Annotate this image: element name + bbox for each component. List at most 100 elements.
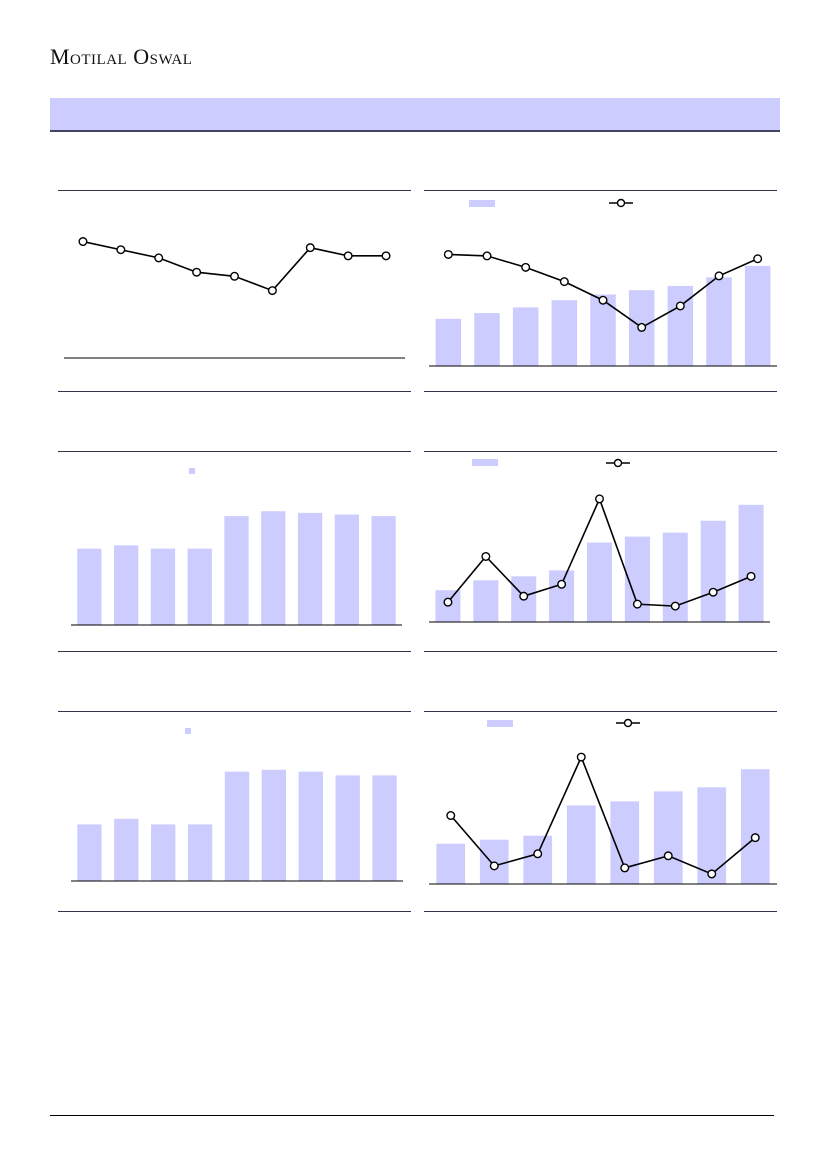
point-4 xyxy=(557,579,567,589)
point-2 xyxy=(482,251,492,261)
point-7 xyxy=(305,243,315,253)
bar-5 xyxy=(224,516,249,625)
legend-bar-swatch xyxy=(487,720,513,727)
chart-5-bottom-rule xyxy=(58,911,411,912)
bar-9 xyxy=(744,265,771,366)
series-line xyxy=(82,240,387,292)
brand-logo: Motilal Oswal xyxy=(50,44,193,69)
point-2 xyxy=(481,551,491,561)
bar-1 xyxy=(435,318,462,366)
bar-7 xyxy=(667,285,694,366)
chart-3-top-rule xyxy=(58,451,411,452)
chart-bar-1 xyxy=(71,468,402,626)
legend-bar-swatch xyxy=(469,200,495,207)
bar-4 xyxy=(549,570,575,622)
bar-2 xyxy=(473,580,499,622)
point-3 xyxy=(519,591,529,601)
point-5 xyxy=(598,295,608,305)
series-line xyxy=(450,755,756,875)
point-9 xyxy=(753,254,763,264)
chart-bar-2 xyxy=(71,728,403,882)
bar-4 xyxy=(187,548,212,625)
chart-4-top-rule xyxy=(424,451,777,452)
chart-5-top-rule xyxy=(58,711,411,712)
bar-5 xyxy=(590,294,616,366)
chart-combo-2 xyxy=(429,458,770,623)
chart-2-bottom-rule xyxy=(424,391,777,392)
point-3 xyxy=(533,849,543,859)
point-8 xyxy=(714,271,724,281)
bar-7 xyxy=(697,787,727,884)
bar-3 xyxy=(523,835,553,884)
bar-8 xyxy=(334,514,359,625)
bar-3 xyxy=(512,307,539,366)
legend-bar-swatch xyxy=(189,468,195,474)
point-6 xyxy=(267,286,277,296)
point-8 xyxy=(750,833,760,843)
point-6 xyxy=(637,322,647,332)
bar-1 xyxy=(77,548,102,625)
chart-6-top-rule xyxy=(424,711,777,712)
chart-line-1 xyxy=(64,237,405,359)
bar-5 xyxy=(586,542,613,622)
point-1 xyxy=(443,249,453,259)
chart-1-top-rule xyxy=(58,190,411,191)
point-5 xyxy=(594,494,604,504)
point-5 xyxy=(620,863,630,873)
bar-6 xyxy=(261,511,286,625)
section-banner xyxy=(50,98,780,132)
bar-2 xyxy=(114,545,139,625)
point-6 xyxy=(632,599,642,609)
point-7 xyxy=(707,869,717,879)
bar-8 xyxy=(335,775,360,881)
point-2 xyxy=(489,861,499,871)
legend-bar-swatch xyxy=(472,459,498,466)
footer-rule xyxy=(50,1115,774,1116)
bar-9 xyxy=(738,504,764,622)
bar-6 xyxy=(261,769,287,881)
chart-6-bottom-rule xyxy=(424,911,777,912)
point-1 xyxy=(446,811,456,821)
bar-7 xyxy=(297,512,323,625)
bar-9 xyxy=(371,516,396,625)
point-8 xyxy=(708,587,718,597)
chart-3-bottom-rule xyxy=(58,651,411,652)
legend-line-marker xyxy=(616,198,626,208)
bar-3 xyxy=(151,824,176,881)
bar-1 xyxy=(436,843,466,884)
point-4 xyxy=(559,277,569,287)
bar-7 xyxy=(298,771,323,881)
point-9 xyxy=(381,251,391,261)
bar-4 xyxy=(566,805,596,884)
bar-5 xyxy=(224,771,250,881)
bar-8 xyxy=(700,520,726,622)
point-1 xyxy=(78,237,88,247)
bar-2 xyxy=(114,818,139,881)
point-8 xyxy=(343,251,353,261)
bar-3 xyxy=(150,548,176,625)
bar-2 xyxy=(474,313,500,366)
chart-2-top-rule xyxy=(424,190,777,191)
bar-6 xyxy=(653,791,683,884)
point-7 xyxy=(670,601,680,611)
chart-1-bottom-rule xyxy=(58,391,411,392)
bar-8 xyxy=(706,277,732,366)
point-2 xyxy=(116,245,126,255)
point-3 xyxy=(154,253,164,263)
chart-combo-3 xyxy=(429,718,777,885)
point-6 xyxy=(663,851,673,861)
point-5 xyxy=(229,271,239,281)
bar-8 xyxy=(740,769,770,884)
point-7 xyxy=(675,301,685,311)
point-9 xyxy=(746,571,756,581)
point-4 xyxy=(576,752,586,762)
bar-9 xyxy=(372,775,397,881)
point-4 xyxy=(192,267,202,277)
point-1 xyxy=(443,597,453,607)
chart-4-bottom-rule xyxy=(424,651,777,652)
legend-line-marker xyxy=(623,718,633,728)
bar-1 xyxy=(77,824,102,881)
bar-4 xyxy=(187,824,213,881)
point-3 xyxy=(521,262,531,272)
bar-4 xyxy=(551,300,578,366)
